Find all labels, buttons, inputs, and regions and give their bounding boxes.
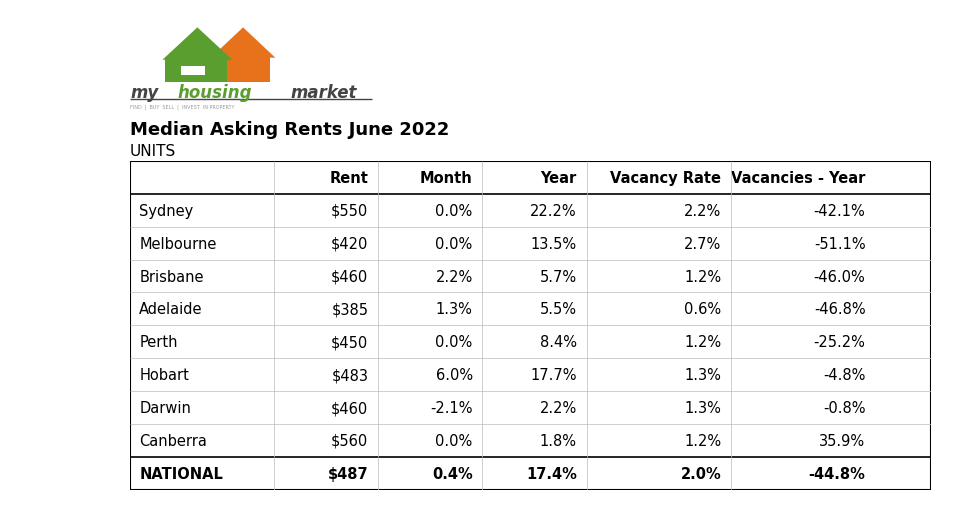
Text: Canberra: Canberra	[139, 433, 207, 448]
Text: -42.1%: -42.1%	[814, 204, 866, 218]
Text: -0.8%: -0.8%	[823, 400, 866, 415]
Text: FIND  |  BUY  SELL  |  INVEST  IN PROPERTY: FIND | BUY SELL | INVEST IN PROPERTY	[131, 105, 234, 110]
Text: 0.0%: 0.0%	[436, 204, 472, 218]
Text: 1.2%: 1.2%	[684, 269, 721, 284]
Text: $483: $483	[331, 368, 369, 382]
Text: UNITS: UNITS	[130, 144, 176, 159]
Text: 8.4%: 8.4%	[540, 335, 577, 349]
Text: -44.8%: -44.8%	[808, 466, 866, 481]
Text: 2.2%: 2.2%	[540, 400, 577, 415]
Text: -46.8%: -46.8%	[814, 302, 866, 317]
Text: $560: $560	[331, 433, 369, 448]
Text: Perth: Perth	[139, 335, 178, 349]
Text: housing: housing	[178, 84, 252, 102]
Text: 1.2%: 1.2%	[684, 335, 721, 349]
Polygon shape	[162, 28, 232, 61]
Text: 1.8%: 1.8%	[540, 433, 577, 448]
Text: 2.7%: 2.7%	[684, 236, 721, 251]
Text: 0.6%: 0.6%	[684, 302, 721, 317]
Text: -51.1%: -51.1%	[814, 236, 866, 251]
Text: 2.0%: 2.0%	[681, 466, 721, 481]
Text: 0.0%: 0.0%	[436, 335, 472, 349]
Text: 1.3%: 1.3%	[684, 368, 721, 382]
Text: $385: $385	[331, 302, 369, 317]
Text: $450: $450	[331, 335, 369, 349]
Bar	[181, 67, 205, 76]
Text: 17.4%: 17.4%	[526, 466, 577, 481]
Text: Sydney: Sydney	[139, 204, 194, 218]
Text: $460: $460	[331, 400, 369, 415]
Text: -2.1%: -2.1%	[430, 400, 472, 415]
Text: 5.7%: 5.7%	[540, 269, 577, 284]
Text: Year: Year	[540, 171, 577, 185]
Bar	[165, 59, 227, 83]
Text: my: my	[131, 84, 158, 102]
Text: 13.5%: 13.5%	[531, 236, 577, 251]
Text: -46.0%: -46.0%	[814, 269, 866, 284]
Text: 0.4%: 0.4%	[432, 466, 472, 481]
Text: -25.2%: -25.2%	[813, 335, 866, 349]
Text: Melbourne: Melbourne	[139, 236, 217, 251]
Text: 0.0%: 0.0%	[436, 433, 472, 448]
Text: Hobart: Hobart	[139, 368, 189, 382]
Text: Brisbane: Brisbane	[139, 269, 204, 284]
Text: $550: $550	[331, 204, 369, 218]
Text: 0.0%: 0.0%	[436, 236, 472, 251]
Text: Vacancy Rate: Vacancy Rate	[611, 171, 721, 185]
Text: 2.2%: 2.2%	[684, 204, 721, 218]
Text: 35.9%: 35.9%	[819, 433, 866, 448]
Text: $420: $420	[331, 236, 369, 251]
Text: 1.3%: 1.3%	[684, 400, 721, 415]
Text: 5.5%: 5.5%	[540, 302, 577, 317]
Polygon shape	[211, 28, 276, 59]
Text: 22.2%: 22.2%	[530, 204, 577, 218]
Text: Darwin: Darwin	[139, 400, 191, 415]
Bar	[213, 58, 270, 83]
Text: 1.3%: 1.3%	[436, 302, 472, 317]
Text: Vacancies - Year: Vacancies - Year	[732, 171, 866, 185]
Text: 6.0%: 6.0%	[436, 368, 472, 382]
Text: NATIONAL: NATIONAL	[139, 466, 223, 481]
Text: 1.2%: 1.2%	[684, 433, 721, 448]
Text: 17.7%: 17.7%	[530, 368, 577, 382]
Text: Adelaide: Adelaide	[139, 302, 203, 317]
Text: $460: $460	[331, 269, 369, 284]
Text: market: market	[290, 84, 356, 102]
Text: 2.2%: 2.2%	[436, 269, 472, 284]
Text: Month: Month	[420, 171, 472, 185]
Text: Median Asking Rents June 2022: Median Asking Rents June 2022	[130, 121, 449, 139]
Text: Rent: Rent	[329, 171, 369, 185]
Text: $487: $487	[328, 466, 369, 481]
Text: -4.8%: -4.8%	[823, 368, 866, 382]
